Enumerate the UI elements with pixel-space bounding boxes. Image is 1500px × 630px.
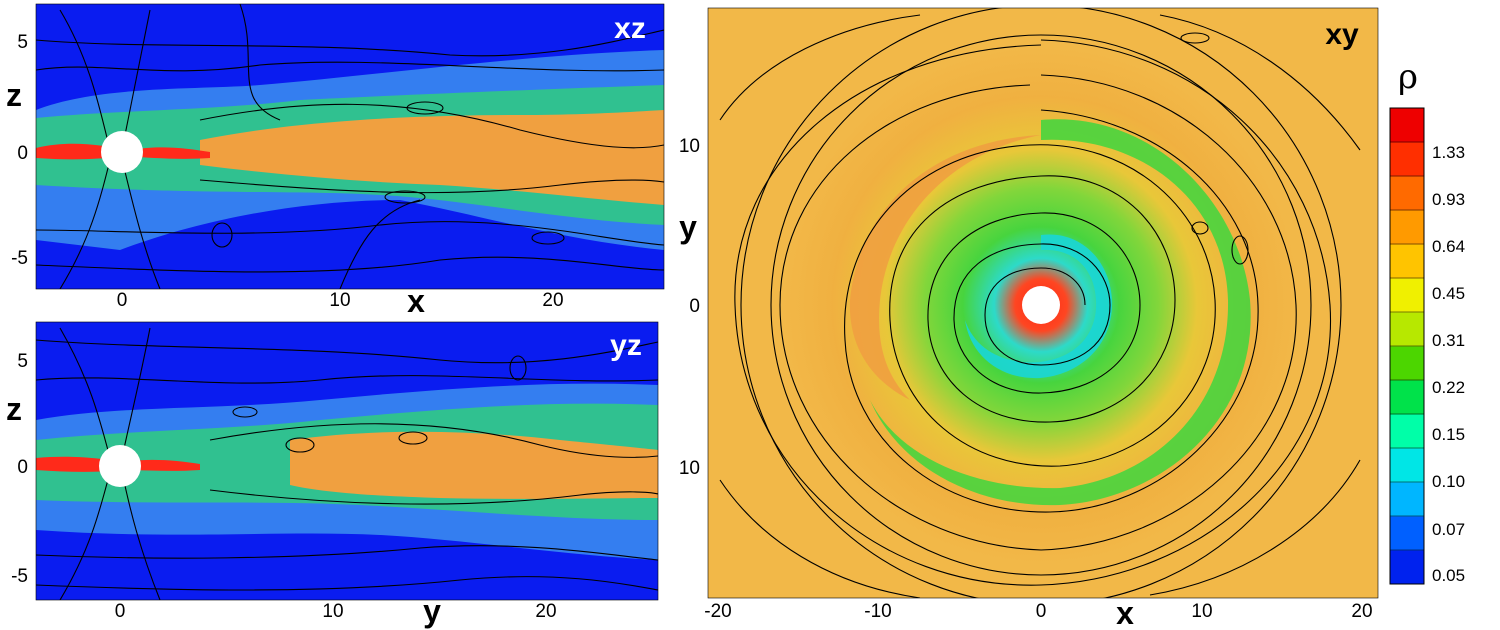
panel-xy-xtick-4: 20: [1351, 601, 1372, 622]
panel-yz-xtick-1: 10: [322, 601, 343, 622]
colorbar-tick-6: 0.15: [1432, 425, 1465, 444]
colorbar-tick-5: 0.22: [1432, 378, 1465, 397]
panel-yz-tag: yz: [610, 329, 642, 362]
panel-xz-obstacle: [101, 131, 143, 173]
colorbar-title: ρ: [1398, 57, 1418, 97]
panel-yz-xlabel: y: [423, 593, 441, 629]
panel-xz-xlabel: x: [407, 283, 425, 319]
panel-xy-ylabel: y: [679, 209, 697, 245]
colorbar-segment-1: [1390, 516, 1424, 551]
colorbar-tick-0: 1.33: [1432, 143, 1465, 162]
colorbar-segment-4: [1390, 414, 1424, 449]
panel-yz-ytick-0: 5: [17, 351, 28, 372]
panel-xz-xtick-1: 10: [329, 290, 350, 311]
panel-xy-xtick-2: 0: [1036, 601, 1047, 622]
panel-xy-xtick-3: 10: [1191, 601, 1212, 622]
panel-yz-ytick-2: -5: [11, 566, 28, 587]
colorbar-labels: 1.33 0.93 0.64 0.45 0.31 0.22 0.15 0.10 …: [1432, 143, 1465, 585]
colorbar-tick-1: 0.93: [1432, 190, 1465, 209]
colorbar-segment-9: [1390, 244, 1424, 279]
panel-xz-wake-core: [200, 110, 664, 205]
panel-xy-ytick-0: 10: [679, 136, 700, 157]
panel-yz-ylabel: z: [6, 391, 22, 427]
panel-xz-xtick-0: 0: [117, 290, 128, 311]
colorbar-tick-8: 0.07: [1432, 520, 1465, 539]
panel-xz-ytick-0: 5: [17, 32, 28, 53]
panel-xy-tag: xy: [1325, 18, 1359, 51]
panel-yz-ytick-1: 0: [17, 457, 28, 478]
colorbar-segments: [1390, 108, 1424, 585]
colorbar-tick-7: 0.10: [1432, 472, 1465, 491]
colorbar-segment-5: [1390, 380, 1424, 415]
panel-yz-wake-core: [290, 431, 658, 499]
panel-xz-ytick-1: 0: [17, 143, 28, 164]
colorbar-segment-8: [1390, 278, 1424, 313]
panel-yz-xtick-2: 20: [535, 601, 556, 622]
panel-yz-xtick-0: 0: [115, 601, 126, 622]
panel-xy-xtick-1: -10: [864, 601, 891, 622]
panel-xy-ytick-2: 10: [679, 458, 700, 479]
panel-xz-ylabel: z: [6, 77, 22, 113]
panel-xy-spiral-arm-orange: [849, 135, 1041, 400]
colorbar-segment-13: [1390, 108, 1424, 143]
panel-yz-obstacle: [99, 445, 141, 487]
panel-xz: xz 5 0 -5 0 10 20 x z: [6, 3, 665, 319]
colorbar-segment-6: [1390, 346, 1424, 381]
panel-xy-ytick-1: 0: [689, 296, 700, 317]
colorbar-segment-2: [1390, 482, 1424, 517]
panel-xy-xtick-0: -20: [704, 601, 731, 622]
colorbar-segment-3: [1390, 448, 1424, 483]
colorbar-segment-10: [1390, 210, 1424, 245]
colorbar-segment-0: [1390, 550, 1424, 585]
colorbar: ρ 1.33 0.93 0.64 0.45 0.31 0.22 0.15 0.1…: [1389, 57, 1465, 585]
colorbar-tick-2: 0.64: [1432, 237, 1465, 256]
colorbar-segment-7: [1390, 312, 1424, 347]
panel-xz-ytick-2: -5: [11, 248, 28, 269]
panel-xy: xy 10 0 10 -20 -10 0 10 20 x y: [679, 7, 1379, 630]
panel-xz-tag: xz: [614, 12, 646, 45]
panel-yz: yz 5 0 -5 0 10 20 y z: [6, 321, 659, 629]
colorbar-segment-11: [1390, 176, 1424, 211]
colorbar-tick-9: 0.05: [1432, 566, 1465, 585]
panel-xy-obstacle: [1022, 286, 1060, 324]
panel-xy-xlabel: x: [1116, 595, 1134, 630]
panel-xz-xtick-2: 20: [542, 290, 563, 311]
colorbar-tick-3: 0.45: [1432, 284, 1465, 303]
colorbar-tick-4: 0.31: [1432, 331, 1465, 350]
colorbar-segment-12: [1390, 142, 1424, 177]
